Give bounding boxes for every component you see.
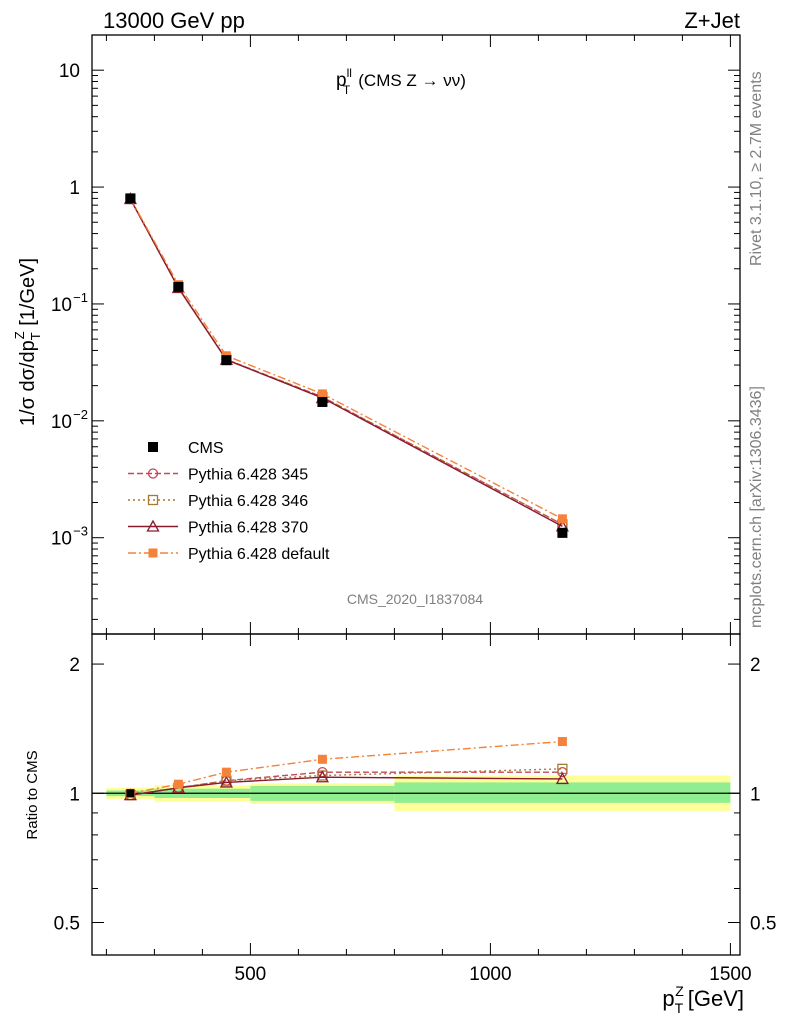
main-data-point xyxy=(317,389,327,399)
legend-label: Pythia 6.428 345 xyxy=(188,467,308,484)
main-y-tick-label: 10 xyxy=(51,412,72,433)
ratio-series-line xyxy=(130,776,563,796)
ratio-y-tick-label: 0.5 xyxy=(54,913,80,934)
x-tick-label: 1500 xyxy=(709,964,751,985)
x-tick-label: 500 xyxy=(235,964,267,985)
main-y-tick-label: 10 xyxy=(59,61,80,82)
ratio-y-tick-label-right: 1 xyxy=(750,784,761,805)
plot-title-rest: (CMS Z → νν) xyxy=(358,71,466,90)
legend-marker xyxy=(147,468,159,479)
ratio-data-point xyxy=(557,737,567,747)
main-y-tick-label: 10 xyxy=(51,529,72,550)
legend-label: Pythia 6.428 346 xyxy=(188,493,308,510)
header-right: Z+Jet xyxy=(684,8,740,33)
main-y-tick-label-exponent: −3 xyxy=(73,524,88,539)
ratio-data-point xyxy=(317,754,327,764)
main-data-point xyxy=(221,355,232,366)
main-y-tick-label: 1 xyxy=(69,178,80,199)
ratio-data-point xyxy=(173,779,183,789)
legend-label: Pythia 6.428 default xyxy=(188,546,330,563)
ratio-y-tick-label: 2 xyxy=(69,655,80,676)
main-y-tick-label-exponent: −1 xyxy=(73,290,88,305)
main-data-point xyxy=(557,514,567,524)
header-left: 13000 GeV pp xyxy=(103,8,245,33)
ratio-inner-band xyxy=(394,782,731,803)
main-y-axis-label: 1/σ dσ/dpTZ [1/GeV] xyxy=(12,258,43,426)
mcplots-label: mcplots.cern.ch [arXiv:1306.3436] xyxy=(748,386,765,628)
legend-marker xyxy=(148,442,158,452)
ratio-data-point xyxy=(219,775,233,788)
legend-marker xyxy=(146,519,160,532)
ratio-cms-point xyxy=(126,789,135,798)
main-series-line xyxy=(129,198,563,526)
ratio-data-point xyxy=(315,770,329,783)
plot-title-sub: T xyxy=(343,83,351,97)
legend-marker xyxy=(148,548,158,558)
rivet-label: Rivet 3.1.10, ≥ 2.7M events xyxy=(748,71,765,266)
legend-marker xyxy=(147,494,159,506)
legend-label: CMS xyxy=(188,440,224,457)
x-tick-label: 1000 xyxy=(469,964,511,985)
main-y-tick-label-exponent: −2 xyxy=(73,407,88,422)
ratio-y-tick-label-right: 0.5 xyxy=(750,913,776,934)
ratio-panel-frame xyxy=(91,633,741,956)
legend-label: Pythia 6.428 370 xyxy=(188,520,308,537)
main-data-point xyxy=(557,527,568,538)
svg-text:1/σ dσ/dpTZ [1/GeV]: 1/σ dσ/dpTZ [1/GeV] xyxy=(12,258,43,426)
ratio-y-tick-label-right: 2 xyxy=(750,655,761,676)
main-data-point xyxy=(317,396,328,407)
analysis-watermark: CMS_2020_I1837084 xyxy=(347,591,483,607)
x-axis-label: pTZ [GeV] xyxy=(662,983,744,1016)
main-data-point xyxy=(173,281,184,292)
ratio-y-tick-label: 1 xyxy=(69,784,80,805)
ratio-y-axis-label: Ratio to CMS xyxy=(24,750,41,839)
ratio-data-point xyxy=(555,772,569,785)
plot-title: pll T (CMS Z → νν) xyxy=(336,66,466,97)
main-series-line xyxy=(129,198,563,520)
ratio-panel: 2 2 1 1 0.5 0.5 500 1000 1500 xyxy=(54,633,776,985)
legend: CMS Pythia 6.428 345 Pythia 6.428 346 Pythi… xyxy=(128,440,330,563)
main-y-tick-label: 10 xyxy=(51,295,72,316)
main-panel-frame xyxy=(91,34,741,635)
main-data-point xyxy=(125,193,136,204)
ratio-data-point xyxy=(221,767,231,777)
plot-title-sup: ll xyxy=(347,66,352,80)
plot-title-prefix: p xyxy=(336,70,347,91)
